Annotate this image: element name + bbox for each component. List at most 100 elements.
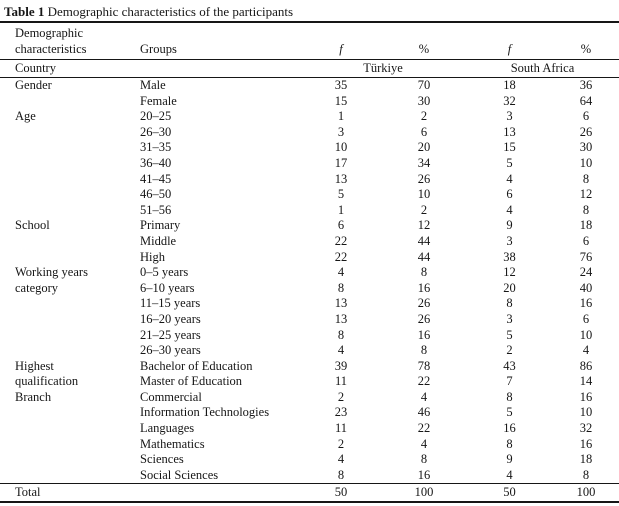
cell-percent-turkiye: 16: [417, 327, 431, 342]
cell-characteristic: [0, 250, 140, 266]
header-row: Demographic characteristics Groups f % f…: [0, 22, 619, 60]
cell-frequency-turkiye: 6: [337, 218, 345, 233]
cell-percent-turkiye: 8: [420, 452, 428, 467]
cell-frequency-southafrica: 13: [503, 124, 516, 139]
table-row: 26–30 years 4 8 2 4: [0, 343, 619, 359]
country-row: Country Türkiye South Africa: [0, 60, 619, 78]
cell-percent-southafrica: 16: [579, 436, 593, 451]
cell-group: 36–40: [140, 155, 172, 170]
table-row: Mathematics 2 4 8 16: [0, 437, 619, 453]
cell-characteristic: [0, 468, 140, 484]
cell-percent-turkiye: 34: [417, 155, 431, 170]
cell-frequency-southafrica: 9: [506, 452, 513, 467]
cell-percent-southafrica: 16: [579, 389, 593, 404]
cell-percent-turkiye: 8: [420, 343, 428, 358]
cell-percent-turkiye: 8: [420, 265, 428, 280]
total-percent-southafrica: 100: [576, 485, 596, 500]
table-row: Information Technologies 23 46 5 10: [0, 405, 619, 421]
cell-frequency-turkiye: 3: [337, 124, 345, 139]
table-body: Gender Male 35 70 18 36 Female 15 30 32 …: [0, 78, 619, 484]
total-frequency-southafrica: 50: [503, 485, 516, 500]
table-row: Sciences 4 8 9 18: [0, 452, 619, 468]
cell-characteristic: [0, 437, 140, 453]
col-header-frequency-turkiye: f: [339, 42, 343, 56]
cell-characteristic: [0, 187, 140, 203]
table-row: Branch Commercial 2 4 8 16: [0, 390, 619, 406]
cell-percent-turkiye: 26: [417, 296, 431, 311]
cell-frequency-southafrica: 32: [503, 93, 516, 108]
cell-frequency-turkiye: 13: [334, 296, 348, 311]
cell-group: Sciences: [140, 452, 184, 467]
cell-characteristic: [0, 203, 140, 219]
cell-frequency-turkiye: 39: [334, 358, 348, 373]
table-row: category 6–10 years 8 16 20 40: [0, 281, 619, 297]
cell-group: 41–45: [140, 171, 172, 186]
cell-frequency-turkiye: 1: [337, 202, 345, 217]
cell-frequency-turkiye: 8: [337, 467, 345, 482]
cell-frequency-southafrica: 12: [503, 265, 516, 280]
table-row: 21–25 years 8 16 5 10: [0, 328, 619, 344]
cell-frequency-southafrica: 4: [506, 202, 513, 217]
table-title-text: Demographic characteristics of the parti…: [47, 4, 294, 19]
cell-percent-southafrica: 86: [579, 358, 593, 373]
cell-frequency-southafrica: 3: [506, 311, 513, 326]
cell-frequency-southafrica: 3: [506, 109, 513, 124]
cell-group: 51–56: [140, 202, 172, 217]
cell-percent-southafrica: 18: [579, 218, 593, 233]
cell-frequency-southafrica: 20: [503, 280, 516, 295]
country-turkiye: Türkiye: [363, 61, 403, 75]
cell-percent-southafrica: 12: [579, 187, 593, 202]
cell-group: Languages: [140, 421, 195, 436]
cell-group: 20–25: [140, 109, 172, 124]
cell-percent-southafrica: 10: [579, 327, 593, 342]
cell-characteristic: [0, 312, 140, 328]
cell-group: Mathematics: [140, 436, 205, 451]
table-row: 31–35 10 20 15 30: [0, 140, 619, 156]
cell-group: 46–50: [140, 187, 172, 202]
cell-frequency-turkiye: 2: [337, 436, 345, 451]
total-row: Total 50 100 50 100: [0, 483, 619, 503]
cell-group: High: [140, 249, 165, 264]
cell-characteristic: [0, 452, 140, 468]
cell-percent-turkiye: 2: [420, 109, 428, 124]
table-row: Female 15 30 32 64: [0, 94, 619, 110]
cell-characteristic: [0, 405, 140, 421]
cell-percent-southafrica: 16: [579, 296, 593, 311]
cell-percent-southafrica: 76: [579, 249, 593, 264]
cell-group: 6–10 years: [140, 280, 195, 295]
table-row: Middle 22 44 3 6: [0, 234, 619, 250]
cell-frequency-southafrica: 5: [506, 327, 513, 342]
cell-percent-turkiye: 2: [420, 202, 428, 217]
cell-frequency-turkiye: 4: [337, 265, 345, 280]
cell-characteristic: [0, 296, 140, 312]
cell-characteristic: [0, 172, 140, 188]
cell-percent-turkiye: 12: [417, 218, 431, 233]
cell-frequency-southafrica: 2: [506, 343, 513, 358]
cell-frequency-southafrica: 3: [506, 233, 513, 248]
table-row: 16–20 years 13 26 3 6: [0, 312, 619, 328]
cell-percent-turkiye: 44: [417, 249, 431, 264]
table-number: Table 1: [4, 4, 45, 19]
table-row: Highest Bachelor of Education 39 78 43 8…: [0, 359, 619, 375]
cell-frequency-turkiye: 11: [334, 421, 348, 436]
cell-percent-turkiye: 6: [420, 124, 428, 139]
cell-frequency-turkiye: 10: [334, 140, 348, 155]
col-header-frequency-southafrica: f: [507, 42, 512, 56]
table-row: 36–40 17 34 5 10: [0, 156, 619, 172]
total-percent-turkiye: 100: [414, 485, 434, 500]
cell-percent-turkiye: 30: [417, 93, 431, 108]
cell-percent-southafrica: 26: [579, 124, 593, 139]
cell-percent-turkiye: 4: [420, 389, 428, 404]
cell-percent-southafrica: 6: [582, 233, 590, 248]
col-header-characteristics-line1: Demographic: [15, 26, 84, 40]
total-frequency-turkiye: 50: [334, 485, 348, 500]
col-header-percent-turkiye: %: [418, 42, 430, 56]
cell-frequency-turkiye: 4: [337, 452, 345, 467]
cell-frequency-southafrica: 15: [503, 140, 516, 155]
cell-frequency-turkiye: 8: [337, 327, 345, 342]
cell-percent-turkiye: 46: [417, 405, 431, 420]
cell-group: 0–5 years: [140, 265, 189, 280]
cell-characteristic: Age: [15, 109, 36, 124]
col-header-characteristics: Demographic characteristics: [0, 22, 140, 60]
